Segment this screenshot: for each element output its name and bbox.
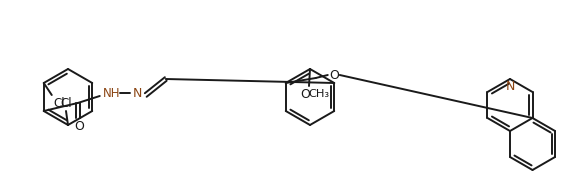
Text: N: N — [505, 79, 515, 92]
Text: O: O — [74, 120, 84, 133]
Text: Cl: Cl — [53, 96, 65, 109]
Text: CH₃: CH₃ — [309, 89, 329, 99]
Text: N: N — [133, 87, 142, 100]
Text: Cl: Cl — [60, 96, 72, 109]
Text: NH: NH — [103, 87, 120, 100]
Text: O: O — [300, 87, 310, 100]
Text: O: O — [329, 69, 339, 82]
